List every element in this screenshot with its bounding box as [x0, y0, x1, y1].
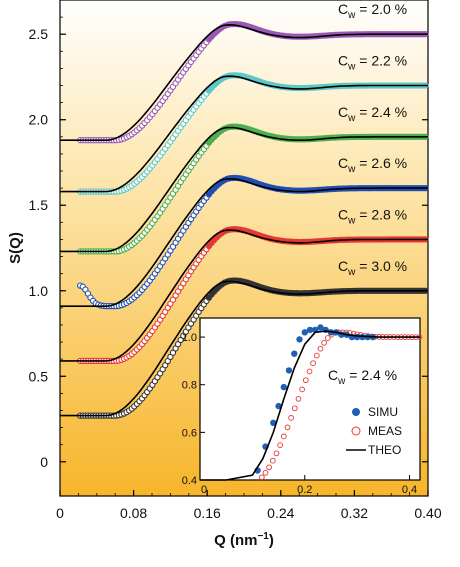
- y-tick-label: 0.5: [29, 368, 49, 384]
- series-2-theory-line: [60, 75, 428, 193]
- series-4-theory-line: [60, 177, 428, 307]
- meas-point: [302, 377, 309, 384]
- simu-point: [275, 402, 282, 410]
- legend-meas-marker: [351, 426, 361, 436]
- axes: 00.51.01.52.02.50 0.08 0.16 0.24 0.32 0.40Q (…: [7, 16, 442, 549]
- meas-point: [299, 386, 305, 393]
- meas-point: [269, 457, 276, 464]
- series-1-theory-line: [60, 23, 428, 141]
- inset-y-tick-label: 0.4: [182, 475, 197, 487]
- y-tick-label: 0: [40, 454, 48, 470]
- series-3: [60, 123, 429, 255]
- inset-y-tick-label: 1.0: [182, 332, 197, 344]
- meas-point: [284, 424, 291, 431]
- meas-point: [266, 464, 272, 471]
- series-label: Cw = 2.8 %: [338, 206, 407, 226]
- x-axis-label: Q (nm−1): [214, 531, 274, 549]
- meas-point: [262, 469, 269, 476]
- series-1: [60, 20, 429, 144]
- inset-x-tick-label: 0: [201, 484, 207, 496]
- inset-legend: SIMU MEAS THEO: [346, 405, 402, 457]
- simu-point: [296, 336, 303, 343]
- series-5: [60, 226, 429, 365]
- y-tick-label: 1.5: [29, 197, 49, 213]
- series-6: [60, 277, 429, 419]
- inset-background: [199, 317, 421, 481]
- meas-point: [291, 405, 298, 412]
- meas-point: [258, 474, 265, 481]
- meas-point: [277, 442, 283, 448]
- inset-y-tick-label: 0.8: [182, 380, 197, 392]
- meas-point: [317, 345, 324, 352]
- series-label: Cw = 2.2 %: [338, 53, 407, 73]
- series-5-theory-line: [60, 229, 428, 362]
- inset-chart: 0.4 0.6 0.8 1.0 0 0.2 0.4 Cw = 2.4 % SIMU MEAS THE…: [182, 317, 423, 496]
- inset-y-tick-label: 0.6: [182, 427, 197, 439]
- legend-simu-label: SIMU: [368, 405, 398, 419]
- meas-point: [280, 433, 287, 440]
- simu-point: [280, 383, 287, 391]
- x-tick-label: 0.40: [414, 505, 441, 521]
- x-tick-label: 0.24: [267, 505, 294, 521]
- inset-x-tick-label: 0.4: [402, 484, 417, 496]
- series-label: Cw = 2.6 %: [338, 155, 407, 175]
- series-3-theory-line: [60, 126, 428, 253]
- series-4: [60, 174, 429, 310]
- x-tick-label: 0: [56, 505, 64, 521]
- simu-point: [301, 329, 308, 336]
- legend-theo-label: THEO: [368, 443, 401, 457]
- series-label: Cw = 2.0 %: [338, 1, 407, 21]
- y-axis-label: S(Q): [7, 232, 24, 264]
- simu-point: [285, 367, 293, 374]
- meas-point: [273, 450, 280, 457]
- series-label: Cw = 2.4 %: [338, 104, 407, 124]
- simu-point: [291, 350, 298, 357]
- inset-label: Cw = 2.4 %: [328, 367, 397, 387]
- meas-point: [288, 415, 294, 421]
- x-tick-label: 0.16: [194, 505, 221, 521]
- simu-point: [306, 326, 314, 334]
- inset-x-tick-label: 0.2: [297, 484, 312, 496]
- series-1-markers: [77, 20, 429, 144]
- simu-point: [317, 324, 324, 331]
- meas-point: [313, 352, 320, 359]
- simu-point: [270, 419, 277, 426]
- series-labels: Cw = 2.0 % Cw = 2.2 % Cw = 2.4 % Cw = 2.6 %…: [338, 1, 407, 278]
- legend-simu-marker: [352, 408, 360, 416]
- meas-point: [310, 360, 316, 367]
- series-6-theory-line: [60, 280, 428, 417]
- meas-point: [306, 368, 313, 375]
- y-tick-label: 1.0: [29, 283, 49, 299]
- series-2: [60, 72, 429, 195]
- meas-point: [295, 395, 302, 402]
- legend-meas-label: MEAS: [368, 424, 402, 438]
- x-tick-label: 0.08: [120, 505, 147, 521]
- y-tick-label: 2.5: [29, 26, 49, 42]
- series-layer: [60, 20, 429, 419]
- meas-point: [324, 335, 331, 341]
- x-tick-label: 0.32: [341, 505, 368, 521]
- series-label: Cw = 3.0 %: [338, 258, 407, 278]
- meas-point: [321, 339, 327, 346]
- y-tick-label: 2.0: [29, 112, 49, 128]
- inset-theo-line: [200, 330, 420, 481]
